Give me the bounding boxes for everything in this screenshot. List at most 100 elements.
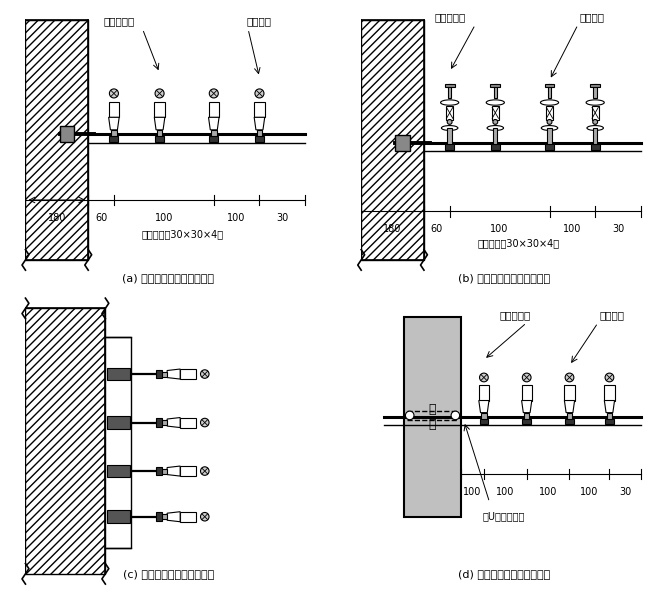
Bar: [547, 128, 552, 145]
Text: 角钢支架（30×30×4）: 角钢支架（30×30×4）: [141, 229, 224, 239]
Ellipse shape: [541, 125, 558, 131]
Bar: [107, 368, 130, 380]
Polygon shape: [208, 117, 219, 130]
Circle shape: [522, 373, 531, 382]
Bar: [180, 511, 196, 522]
Bar: [254, 102, 265, 117]
Text: 60: 60: [431, 225, 443, 234]
Bar: [255, 136, 264, 141]
Text: 100: 100: [496, 486, 515, 497]
Bar: [107, 510, 130, 523]
Text: 方U形抱箍螺栓: 方U形抱箍螺栓: [482, 511, 525, 521]
Text: 100: 100: [463, 486, 482, 497]
Text: 30: 30: [612, 225, 624, 234]
Polygon shape: [564, 400, 575, 413]
Bar: [158, 420, 167, 425]
Circle shape: [255, 89, 264, 98]
Bar: [446, 106, 453, 119]
Text: 30: 30: [276, 213, 288, 223]
Text: 180: 180: [48, 213, 66, 223]
Text: (a) 针式绝缘子沿墙水平安装: (a) 针式绝缘子沿墙水平安装: [122, 273, 214, 283]
Text: 针式绝缘子: 针式绝缘子: [104, 17, 135, 27]
Bar: [157, 130, 163, 140]
Bar: [156, 418, 161, 427]
Circle shape: [209, 89, 218, 98]
Text: 100: 100: [563, 225, 581, 234]
Bar: [480, 419, 489, 424]
Ellipse shape: [442, 125, 458, 131]
Bar: [155, 102, 165, 117]
Circle shape: [200, 467, 209, 475]
Bar: [604, 386, 614, 400]
Text: 60: 60: [95, 213, 108, 223]
Ellipse shape: [586, 100, 604, 105]
Bar: [106, 337, 131, 548]
Circle shape: [405, 411, 414, 420]
Text: 100: 100: [581, 486, 599, 497]
Bar: [445, 84, 454, 87]
Text: 普通导线: 普通导线: [247, 17, 272, 27]
Bar: [107, 465, 130, 478]
Circle shape: [155, 89, 164, 98]
Bar: [158, 469, 167, 473]
Bar: [565, 419, 574, 424]
Bar: [395, 135, 410, 151]
Bar: [107, 416, 130, 429]
Bar: [524, 413, 530, 422]
Bar: [605, 419, 614, 424]
Bar: [26, 308, 106, 574]
Bar: [180, 418, 196, 428]
Text: 100: 100: [539, 486, 557, 497]
Circle shape: [593, 119, 597, 124]
Circle shape: [565, 373, 574, 382]
Text: (b) 碟式绝缘子沿墙水平安装: (b) 碟式绝缘子沿墙水平安装: [458, 273, 550, 283]
Bar: [156, 467, 161, 475]
Polygon shape: [109, 117, 119, 130]
Bar: [593, 128, 597, 145]
Ellipse shape: [540, 100, 558, 105]
Bar: [521, 386, 532, 400]
Bar: [446, 144, 454, 150]
Bar: [209, 136, 218, 141]
Bar: [158, 371, 167, 377]
Bar: [522, 419, 531, 424]
Bar: [155, 136, 164, 141]
Circle shape: [200, 418, 209, 427]
Circle shape: [605, 373, 614, 382]
Bar: [26, 20, 88, 260]
Bar: [566, 413, 572, 422]
Bar: [593, 84, 597, 97]
Bar: [180, 466, 196, 476]
Circle shape: [110, 89, 118, 98]
Bar: [109, 102, 119, 117]
Ellipse shape: [487, 100, 505, 105]
Ellipse shape: [487, 125, 503, 131]
Circle shape: [451, 411, 460, 420]
Polygon shape: [167, 418, 180, 428]
Polygon shape: [167, 466, 180, 476]
Bar: [607, 413, 612, 422]
Bar: [361, 20, 424, 260]
Polygon shape: [604, 400, 614, 413]
Bar: [546, 106, 553, 119]
Bar: [564, 386, 575, 400]
Bar: [111, 130, 117, 140]
Circle shape: [200, 370, 209, 378]
Text: 100: 100: [491, 225, 509, 234]
Text: (c) 针式绝缘子沿墙垂直安装: (c) 针式绝缘子沿墙垂直安装: [122, 570, 214, 580]
Bar: [545, 84, 554, 87]
Bar: [60, 127, 74, 143]
Text: 普通导线: 普通导线: [580, 12, 605, 23]
Polygon shape: [155, 117, 165, 130]
Bar: [156, 513, 161, 521]
Bar: [404, 317, 461, 517]
Bar: [208, 102, 219, 117]
Bar: [448, 84, 452, 97]
Text: 100: 100: [155, 213, 173, 223]
Text: 立
柱: 立 柱: [429, 403, 436, 431]
Bar: [158, 514, 167, 519]
Text: 普通导线: 普通导线: [600, 311, 625, 321]
Bar: [211, 130, 216, 140]
Ellipse shape: [587, 125, 603, 131]
Circle shape: [547, 119, 552, 124]
